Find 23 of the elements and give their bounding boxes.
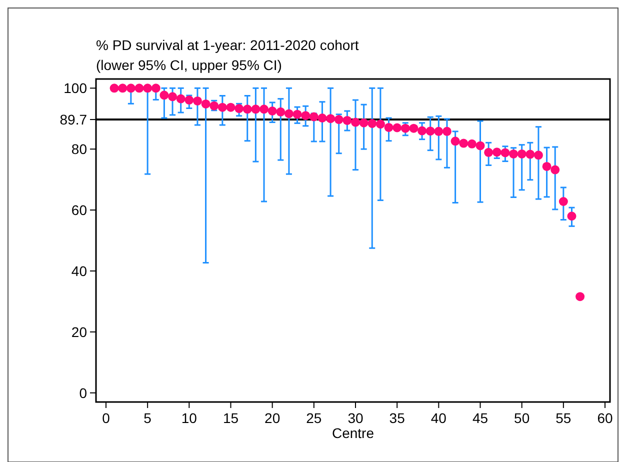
x-axis-title: Centre	[332, 425, 374, 441]
x-tick-label: 60	[597, 410, 614, 426]
x-tick-label: 40	[430, 410, 447, 426]
y-tick-label: 60	[71, 202, 88, 218]
y-tick-label: 80	[71, 140, 88, 157]
x-tick-label: 10	[181, 410, 198, 426]
x-tick-label: 15	[222, 410, 239, 426]
y-tick-label: 40	[71, 262, 88, 279]
y-tick-label: 20	[71, 324, 88, 340]
x-tick-label: 20	[264, 410, 280, 426]
x-tick-label: 5	[144, 410, 152, 426]
ref-line-label: 89.7	[60, 111, 88, 128]
chart-subtitle: (lower 95% CI, upper 95% CI)	[96, 57, 282, 73]
x-tick-label: 50	[514, 410, 530, 426]
x-tick-label: 35	[389, 410, 406, 426]
x-tick-label: 45	[472, 410, 488, 426]
y-tick-label: 100	[64, 80, 88, 96]
x-tick-label: 25	[306, 410, 322, 426]
x-tick-label: 30	[348, 410, 364, 426]
chart-title: % PD survival at 1-year: 2011-2020 cohort	[96, 37, 359, 53]
x-tick-label: 55	[556, 410, 572, 426]
x-tick-label: 0	[102, 410, 110, 426]
y-tick-label: 0	[79, 384, 88, 401]
